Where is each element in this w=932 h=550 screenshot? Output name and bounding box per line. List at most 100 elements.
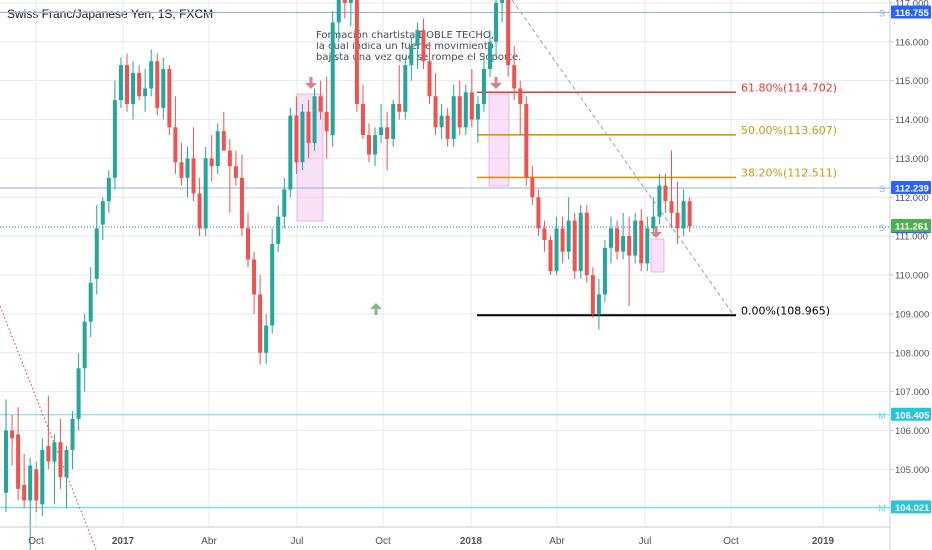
candle bbox=[463, 84, 468, 136]
time-axis-label: 2017 bbox=[112, 536, 135, 547]
candle bbox=[112, 80, 117, 190]
candlestick-series bbox=[4, 0, 692, 550]
candle bbox=[312, 88, 317, 151]
price-badge bbox=[891, 407, 931, 421]
candle-body bbox=[651, 216, 656, 229]
retest-highlight-box bbox=[650, 238, 665, 273]
candle-body bbox=[112, 100, 117, 178]
time-axis-label: 2018 bbox=[460, 536, 483, 547]
annotation-line: Formación chartista DOBLE TECHO, bbox=[316, 30, 494, 41]
candle bbox=[125, 53, 129, 112]
candle bbox=[367, 123, 371, 163]
candle bbox=[360, 84, 365, 139]
candle-body bbox=[294, 115, 299, 163]
candle bbox=[100, 197, 105, 241]
candle bbox=[681, 189, 686, 237]
candle bbox=[52, 434, 57, 505]
candle-body bbox=[76, 368, 81, 419]
candle bbox=[40, 438, 45, 517]
candle-body bbox=[615, 228, 620, 252]
candle-body bbox=[578, 212, 583, 272]
candle-body bbox=[379, 127, 384, 136]
candle bbox=[239, 154, 244, 237]
candle-body bbox=[161, 69, 166, 108]
price-axis[interactable]: 104.000105.000106.000107.000108.000109.0… bbox=[889, 0, 932, 550]
candle-body bbox=[318, 96, 323, 112]
candle bbox=[252, 251, 257, 314]
candle-body bbox=[494, 2, 499, 42]
candle-body bbox=[155, 61, 160, 108]
candle bbox=[4, 399, 8, 513]
candle-body bbox=[609, 228, 613, 248]
candle bbox=[161, 57, 166, 120]
candle-body bbox=[52, 442, 57, 462]
fib-level-label: 61.80%(114.702) bbox=[741, 81, 837, 94]
fibonacci-retracement[interactable]: 100.00%(118.248)61.80%(114.702)50.00%(11… bbox=[477, 0, 844, 317]
candle bbox=[445, 107, 450, 147]
candle-body bbox=[602, 247, 607, 295]
candle bbox=[651, 197, 656, 237]
price-tick-label: 111.000 bbox=[895, 232, 928, 243]
price-tick-label: 116.000 bbox=[895, 37, 929, 48]
candle-body bbox=[621, 236, 626, 252]
candle bbox=[518, 80, 523, 136]
candle-body bbox=[391, 103, 396, 139]
candle bbox=[633, 212, 638, 264]
price-badge-label: 112.239 bbox=[895, 183, 929, 194]
candle-body bbox=[645, 228, 650, 264]
candle-body bbox=[469, 92, 474, 120]
candle bbox=[639, 208, 644, 272]
time-axis-label: Oct bbox=[723, 536, 739, 547]
price-badge bbox=[891, 219, 931, 233]
candle bbox=[451, 84, 456, 147]
candle-body bbox=[4, 430, 8, 493]
candle bbox=[330, 10, 335, 147]
candle-body bbox=[506, 0, 511, 66]
price-badge-label: 106.405 bbox=[895, 410, 930, 421]
top-highlight-box bbox=[488, 93, 510, 187]
level-marker: S bbox=[879, 8, 885, 18]
candle bbox=[554, 216, 559, 276]
price-tick-label: 110.000 bbox=[895, 271, 929, 282]
candle-body bbox=[475, 103, 480, 120]
price-tick-label: 114.000 bbox=[895, 115, 929, 126]
candle-body bbox=[681, 201, 686, 229]
candle-body bbox=[463, 92, 468, 128]
candle bbox=[28, 457, 33, 550]
candle bbox=[342, 0, 347, 19]
time-axis[interactable]: Oct 2017 Abr Jul Oct 2018 Abr Jul Oct 2019 bbox=[0, 526, 890, 547]
support-resistance-levels: SSSSMM bbox=[0, 8, 890, 513]
candle-body bbox=[246, 228, 250, 260]
candle bbox=[615, 220, 620, 260]
candle bbox=[70, 411, 75, 470]
candle-body bbox=[330, 22, 335, 136]
candle-body bbox=[209, 158, 214, 167]
candle-body bbox=[512, 65, 517, 89]
fib-level-label: 0.00%(108.965) bbox=[741, 304, 830, 317]
candle-body bbox=[451, 96, 456, 139]
candle-body bbox=[70, 418, 75, 450]
level-marker: S bbox=[879, 223, 885, 233]
candle bbox=[536, 189, 541, 237]
candle-body bbox=[421, 30, 426, 62]
candle-body bbox=[312, 96, 317, 143]
candle bbox=[82, 313, 87, 392]
candle-body bbox=[185, 158, 190, 178]
candle-body bbox=[179, 162, 184, 178]
candle-body bbox=[663, 185, 668, 202]
candle bbox=[469, 69, 474, 128]
candle-body bbox=[596, 294, 601, 314]
candle-body bbox=[627, 236, 632, 256]
trend-line-dashed bbox=[511, 0, 735, 316]
candle bbox=[58, 418, 63, 489]
candle-body bbox=[258, 294, 263, 353]
candle-body bbox=[233, 166, 238, 178]
candle-body bbox=[336, 0, 341, 23]
price-axis-background bbox=[890, 0, 932, 550]
candle-body bbox=[342, 0, 347, 3]
candle-body bbox=[125, 65, 129, 104]
candle-body bbox=[415, 30, 420, 46]
candle bbox=[457, 80, 462, 136]
candle bbox=[512, 45, 517, 101]
